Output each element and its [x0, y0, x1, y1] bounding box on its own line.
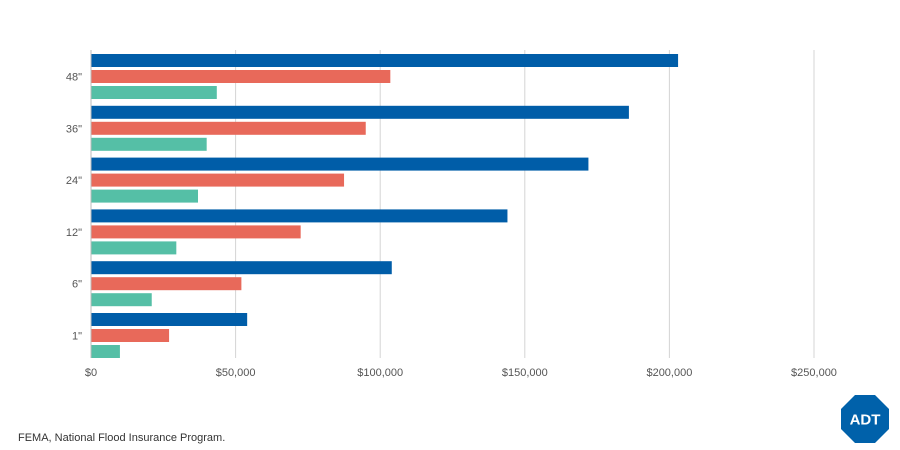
bar-1 — [91, 157, 589, 171]
x-tick-label: $150,000 — [502, 367, 548, 379]
bar-2 — [91, 121, 366, 135]
bar-1 — [91, 105, 629, 119]
x-tick-label: $250,000 — [791, 367, 837, 379]
bar-2 — [91, 173, 345, 187]
y-tick-label: 1" — [72, 331, 82, 343]
bar-3 — [91, 189, 199, 203]
bar-1 — [91, 209, 508, 223]
bar-1 — [91, 54, 679, 67]
bar-1 — [91, 261, 392, 275]
y-tick-label: 12" — [66, 227, 82, 239]
bar-3 — [91, 345, 120, 358]
bar-3 — [91, 293, 152, 307]
adt-logo: ADT — [841, 395, 889, 443]
logo-octagon-icon — [841, 395, 889, 443]
bar-2 — [91, 329, 170, 342]
x-tick-label: $100,000 — [357, 367, 403, 379]
bar-2 — [91, 225, 301, 239]
y-tick-label: 48" — [66, 72, 82, 84]
source-note: FEMA, National Flood Insurance Program. — [18, 432, 226, 444]
bar-3 — [91, 86, 217, 99]
y-tick-label: 24" — [66, 175, 82, 187]
axes: $0 $50,000 $100,000 $150,000 $200,000 $250,00… — [66, 50, 837, 379]
grid-lines — [235, 50, 815, 358]
x-tick-label: $200,000 — [646, 367, 692, 379]
bars — [91, 54, 679, 358]
bar-2 — [91, 70, 391, 83]
logo-text: ADT — [850, 412, 881, 429]
bar-2 — [91, 277, 242, 291]
y-tick-label: 6" — [72, 279, 82, 291]
y-tick-label: 36" — [66, 123, 82, 135]
x-tick-label: $50,000 — [216, 367, 256, 379]
bar-3 — [91, 241, 177, 255]
bar-1 — [91, 313, 248, 326]
bar-3 — [91, 137, 207, 151]
x-tick-label: $0 — [85, 367, 97, 379]
